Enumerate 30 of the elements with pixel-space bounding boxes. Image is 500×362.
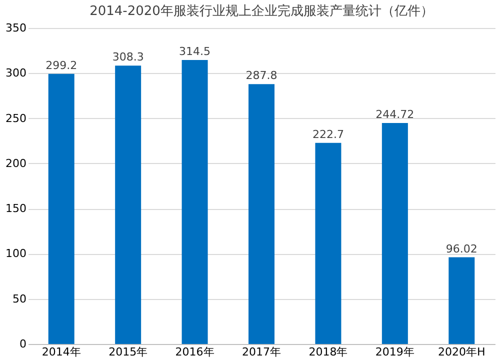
data-label: 96.02 [446,242,478,256]
x-tick-label: 2019年 [375,346,414,358]
bar [182,60,208,344]
x-tick-label: 2014年 [42,346,81,358]
x-tick-label: 2017年 [242,346,281,358]
y-tick-label: 250 [6,112,26,125]
data-label: 308.3 [112,50,144,64]
y-tick-label: 100 [6,247,26,260]
data-label: 287.8 [246,69,278,82]
y-tick-label: 350 [6,22,26,34]
y-tick-label: 150 [6,202,26,216]
bar [382,123,408,344]
y-tick-label: 200 [6,156,26,170]
data-label: 222.7 [312,128,344,141]
data-label: 314.5 [179,45,211,58]
y-tick-label: 300 [6,66,26,80]
chart-title: 2014-2020年服装行业规上企业完成服装产量统计（亿件） [90,3,434,19]
x-tick-label: 2020年H [438,346,486,358]
y-tick-label: 0 [20,338,26,350]
x-tick-label: 2015年 [108,346,148,358]
bar [315,142,342,344]
bar [248,84,274,344]
x-tick-label: 2016年 [175,346,214,358]
bar [48,74,74,344]
y-tick-label: 50 [12,292,26,306]
data-label: 299.2 [46,58,78,72]
bar [448,257,475,344]
data-label: 244.72 [376,108,414,122]
x-tick-label: 2018年 [308,346,348,358]
bar [115,66,142,344]
